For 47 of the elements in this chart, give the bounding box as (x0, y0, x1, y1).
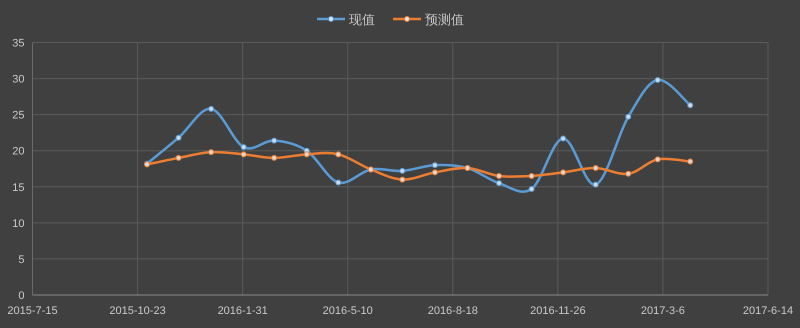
point (592, 182, 599, 188)
point (592, 165, 599, 172)
point (304, 151, 310, 158)
x-tick-label: 2016-5-10 (322, 305, 373, 317)
point (176, 134, 182, 141)
point (654, 156, 661, 162)
point (240, 151, 247, 158)
point (560, 135, 566, 142)
legend-label: 预测值 (425, 12, 464, 27)
point (496, 172, 502, 179)
point (687, 102, 694, 108)
y-tick-label: 5 (18, 254, 24, 266)
point (625, 114, 632, 120)
point (335, 151, 342, 158)
x-tick-label: 2016-11-26 (530, 305, 586, 317)
point (176, 154, 182, 161)
point (399, 168, 406, 174)
y-tick-label: 0 (18, 290, 24, 302)
point (432, 162, 438, 168)
y-tick-label: 10 (12, 218, 24, 230)
point (271, 154, 278, 161)
x-tick-label: 2015-7-15 (7, 305, 58, 317)
point (432, 169, 438, 176)
y-tick-label: 15 (12, 182, 24, 194)
point (654, 77, 661, 84)
point (240, 144, 247, 150)
legend-label: 现值 (349, 12, 375, 27)
y-tick-label: 30 (12, 74, 24, 86)
point (528, 172, 535, 179)
point (399, 176, 406, 183)
y-tick-label: 20 (12, 146, 24, 158)
point (687, 158, 694, 165)
point (335, 179, 342, 186)
point (528, 186, 535, 192)
point (271, 138, 278, 144)
x-tick-label: 2016-1-31 (218, 305, 268, 317)
x-tick-label: 2017-3-6 (640, 305, 685, 317)
x-tick-label: 2015-10-23 (109, 305, 166, 317)
point (496, 180, 502, 186)
x-tick-label: 2016-8-18 (428, 305, 478, 317)
point (208, 106, 214, 112)
y-tick-label: 35 (12, 38, 24, 50)
point (560, 169, 566, 176)
point (625, 170, 632, 177)
point (208, 149, 214, 156)
y-tick-label: 25 (12, 110, 24, 122)
x-tick-label: 2017-6-14 (742, 305, 794, 317)
